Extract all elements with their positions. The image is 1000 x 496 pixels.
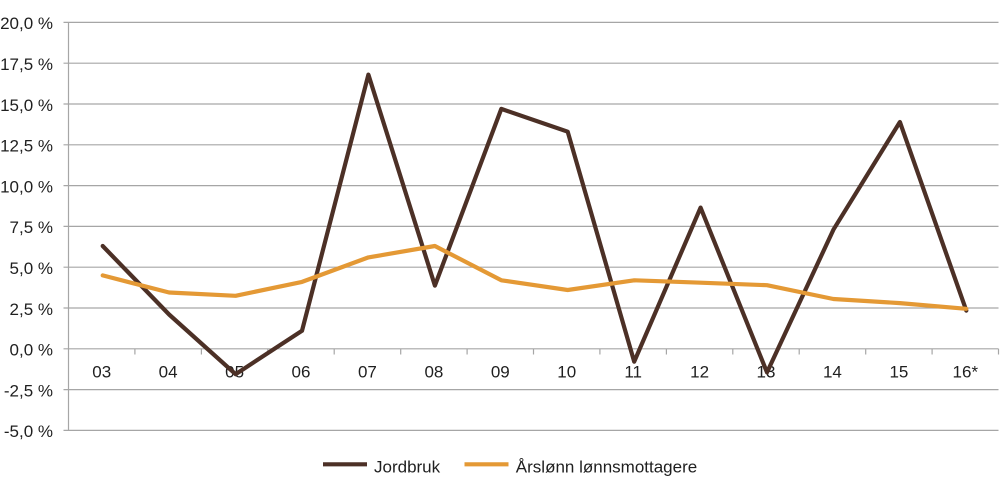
svg-text:Årslønn lønnsmottagere: Årslønn lønnsmottagere [516,457,697,476]
svg-text:08: 08 [424,362,443,381]
svg-text:16*: 16* [953,362,979,381]
svg-text:0,0 %: 0,0 % [10,341,53,360]
svg-text:7,5 %: 7,5 % [10,218,53,237]
svg-text:5,0 %: 5,0 % [10,259,53,278]
svg-text:15,0 %: 15,0 % [0,96,53,115]
svg-text:20,0 %: 20,0 % [0,14,53,33]
svg-text:2,5 %: 2,5 % [10,300,53,319]
svg-text:03: 03 [92,362,111,381]
svg-text:09: 09 [491,362,510,381]
svg-text:07: 07 [358,362,377,381]
svg-text:Jordbruk: Jordbruk [374,457,441,476]
svg-text:-5,0 %: -5,0 % [4,422,53,441]
svg-text:11: 11 [624,362,642,381]
svg-text:06: 06 [292,362,311,381]
svg-text:10: 10 [557,362,576,381]
svg-text:10,0 %: 10,0 % [0,177,53,196]
svg-text:15: 15 [889,362,908,381]
svg-text:12,5 %: 12,5 % [0,137,53,156]
svg-text:-2,5 %: -2,5 % [4,381,53,400]
svg-text:14: 14 [823,362,842,381]
svg-text:12: 12 [690,362,709,381]
svg-text:04: 04 [159,362,178,381]
svg-text:17,5 %: 17,5 % [0,55,53,74]
